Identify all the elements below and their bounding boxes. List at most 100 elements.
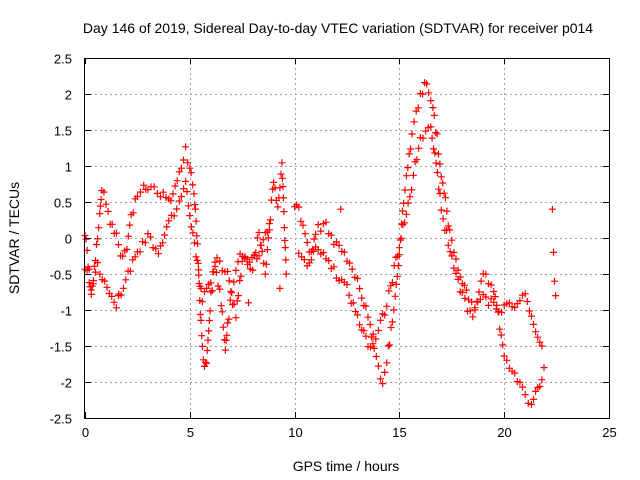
data-point [388,279,396,287]
data-point [409,171,417,179]
y-tick-label: 1.5 [54,124,72,139]
data-point [435,185,443,193]
data-point [258,247,266,255]
data-point [232,314,240,322]
data-point [279,174,286,182]
data-point [322,218,330,226]
data-point [390,306,398,314]
data-point [282,270,290,278]
data-point [503,356,511,364]
data-point [491,293,499,301]
data-point [358,294,366,302]
y-tick-label: 0 [65,232,72,247]
data-point [198,332,206,340]
data-point [189,229,197,237]
data-point [261,270,269,278]
data-point [209,268,217,276]
data-point [173,205,181,213]
data-point [295,203,303,211]
data-point [115,292,122,300]
data-point [354,275,361,282]
data-point [90,262,98,270]
data-point [473,297,481,305]
data-point [439,215,447,223]
data-point [87,286,95,294]
data-point [377,316,384,324]
data-point [222,336,230,344]
y-tick-label: 1 [65,160,72,175]
data-point [205,327,213,335]
data-point [314,221,322,229]
data-point [189,181,197,189]
data-point [362,332,370,340]
data-point [228,289,236,297]
data-point [96,270,104,278]
data-point [203,284,211,292]
data-point [534,333,542,341]
data-point [129,209,137,217]
data-point [437,206,445,214]
data-point [427,97,435,105]
data-point [177,193,185,200]
data-point [392,280,400,288]
data-point [198,298,206,306]
data-point [550,248,557,256]
data-point [325,257,333,265]
data-point [167,197,175,205]
data-point [263,228,271,236]
data-point [314,246,322,254]
data-point [367,343,375,351]
data-point [551,277,558,285]
data-point [214,282,222,290]
data-point [428,134,436,142]
data-point [415,144,423,152]
data-point [525,307,533,315]
grid [85,58,609,418]
data-point [92,268,99,276]
data-point [123,245,131,253]
data-point [207,288,215,296]
data-point [192,217,200,225]
data-point [487,281,495,289]
data-point [94,235,102,243]
data-point [159,188,167,196]
data-point [430,111,438,119]
data-point [175,197,183,205]
data-point [391,292,399,300]
data-point [221,346,229,354]
data-point [152,245,160,253]
data-point [131,253,139,261]
data-point [108,292,116,300]
data-point [383,302,391,310]
data-point [165,217,173,225]
data-point [433,130,441,138]
data-point [95,224,103,232]
data-point [223,331,231,339]
data-point [444,222,452,230]
data-point [262,260,270,268]
data-point [386,341,394,349]
data-point [226,296,234,304]
data-point [140,181,148,189]
data-point [279,183,287,191]
data-point [538,342,546,350]
data-point [354,311,361,319]
data-point [108,220,116,228]
data-point [150,183,158,191]
data-point [112,229,120,237]
data-point [387,282,395,290]
data-point [245,299,252,307]
data-point [124,232,132,240]
y-tick-label: -1.5 [50,340,72,355]
data-point [532,328,540,336]
y-tick-label: 2.5 [54,52,72,67]
data-point [281,237,289,244]
data-point [299,221,307,229]
data-point [230,278,238,286]
data-point [202,358,209,366]
data-point [312,230,320,238]
data-point [255,229,263,236]
data-point [193,232,201,240]
data-point [446,248,454,256]
x-tick-labels: 0 5 10 15 20 25 [82,425,617,440]
